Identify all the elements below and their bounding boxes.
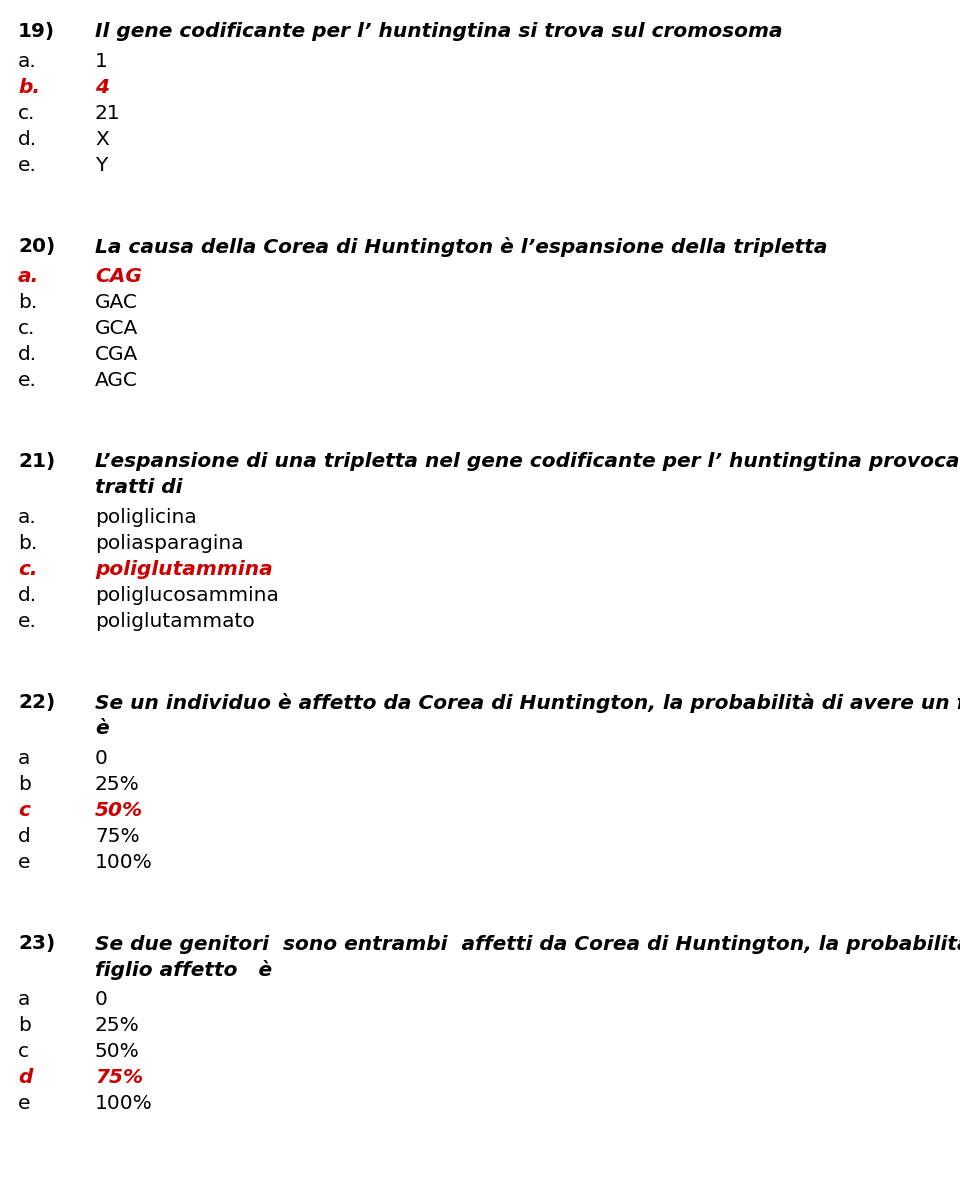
Text: poliasparagina: poliasparagina xyxy=(95,534,244,553)
Text: b: b xyxy=(18,1016,31,1035)
Text: GAC: GAC xyxy=(95,293,138,312)
Text: d: d xyxy=(18,1068,33,1087)
Text: a.: a. xyxy=(18,52,36,71)
Text: X: X xyxy=(95,130,108,149)
Text: poliglutammato: poliglutammato xyxy=(95,612,254,631)
Text: 4: 4 xyxy=(95,78,109,97)
Text: AGC: AGC xyxy=(95,371,138,390)
Text: d.: d. xyxy=(18,130,37,149)
Text: figlio affetto   è: figlio affetto è xyxy=(95,960,272,980)
Text: poliglicina: poliglicina xyxy=(95,508,197,527)
Text: a.: a. xyxy=(18,267,39,286)
Text: 50%: 50% xyxy=(95,801,143,820)
Text: 22): 22) xyxy=(18,693,56,712)
Text: c: c xyxy=(18,801,30,820)
Text: a.: a. xyxy=(18,508,36,527)
Text: poliglutammina: poliglutammina xyxy=(95,560,273,579)
Text: poliglucosammina: poliglucosammina xyxy=(95,586,278,605)
Text: 21: 21 xyxy=(95,104,121,123)
Text: CGA: CGA xyxy=(95,345,138,364)
Text: c.: c. xyxy=(18,560,37,579)
Text: 100%: 100% xyxy=(95,1094,153,1113)
Text: 75%: 75% xyxy=(95,1068,143,1087)
Text: 20): 20) xyxy=(18,237,56,256)
Text: a: a xyxy=(18,990,31,1009)
Text: c.: c. xyxy=(18,104,36,123)
Text: Se un individuo è affetto da Corea di Huntington, la probabilità di avere un fig: Se un individuo è affetto da Corea di Hu… xyxy=(95,693,960,713)
Text: Se due genitori  sono entrambi  affetti da Corea di Huntington, la probabilità d: Se due genitori sono entrambi affetti da… xyxy=(95,934,960,954)
Text: e: e xyxy=(18,853,31,872)
Text: 23): 23) xyxy=(18,934,56,953)
Text: 1: 1 xyxy=(95,52,108,71)
Text: 25%: 25% xyxy=(95,1016,140,1035)
Text: 0: 0 xyxy=(95,749,108,768)
Text: 100%: 100% xyxy=(95,853,153,872)
Text: b.: b. xyxy=(18,534,37,553)
Text: 21): 21) xyxy=(18,452,56,471)
Text: a: a xyxy=(18,749,31,768)
Text: d.: d. xyxy=(18,345,37,364)
Text: b: b xyxy=(18,775,31,794)
Text: 19): 19) xyxy=(18,22,55,41)
Text: b.: b. xyxy=(18,293,37,312)
Text: tratti di: tratti di xyxy=(95,478,182,497)
Text: e.: e. xyxy=(18,156,36,175)
Text: La causa della Corea di Huntington è l’espansione della tripletta: La causa della Corea di Huntington è l’e… xyxy=(95,237,828,257)
Text: 0: 0 xyxy=(95,990,108,1009)
Text: CAG: CAG xyxy=(95,267,142,286)
Text: Y: Y xyxy=(95,156,108,175)
Text: e.: e. xyxy=(18,612,36,631)
Text: b.: b. xyxy=(18,78,40,97)
Text: GCA: GCA xyxy=(95,319,138,338)
Text: L’espansione di una tripletta nel gene codificante per l’ huntingtina provoca la: L’espansione di una tripletta nel gene c… xyxy=(95,452,960,471)
Text: e: e xyxy=(18,1094,31,1113)
Text: c.: c. xyxy=(18,319,36,338)
Text: Il gene codificante per l’ huntingtina si trova sul cromosoma: Il gene codificante per l’ huntingtina s… xyxy=(95,22,782,41)
Text: 75%: 75% xyxy=(95,827,139,846)
Text: 25%: 25% xyxy=(95,775,140,794)
Text: e.: e. xyxy=(18,371,36,390)
Text: d: d xyxy=(18,827,31,846)
Text: 50%: 50% xyxy=(95,1042,140,1061)
Text: d.: d. xyxy=(18,586,37,605)
Text: è: è xyxy=(95,719,108,738)
Text: c: c xyxy=(18,1042,29,1061)
